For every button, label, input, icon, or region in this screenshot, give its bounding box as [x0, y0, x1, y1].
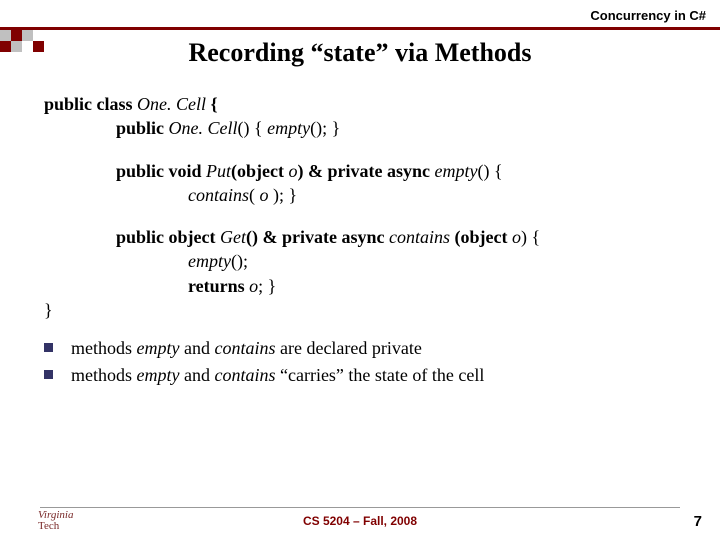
page-title: Recording “state” via Methods: [0, 38, 720, 68]
code-text: o: [512, 227, 521, 247]
code-line: empty();: [44, 249, 684, 273]
code-line: public One. Cell() { empty(); }: [44, 116, 684, 140]
code-text: empty: [435, 161, 478, 181]
code-text: empty: [188, 251, 231, 271]
code-text: (object: [231, 161, 288, 181]
code-line: }: [44, 298, 684, 322]
code-text: (: [249, 185, 260, 205]
code-text: contains: [389, 227, 455, 247]
slide-content: public class One. Cell { public One. Cel…: [44, 92, 684, 389]
code-text: contains: [188, 185, 249, 205]
code-text: () & private async: [246, 227, 389, 247]
code-text: empty: [267, 118, 310, 138]
code-text: Get: [220, 227, 246, 247]
code-text: One. Cell: [169, 118, 238, 138]
code-text: o: [289, 161, 298, 181]
code-text: ();: [231, 251, 248, 271]
code-text: o: [249, 276, 258, 296]
bullet-icon: [44, 343, 53, 352]
list-item: methods empty and contains are declared …: [44, 336, 684, 360]
code-line: public object Get() & private async cont…: [44, 225, 684, 249]
code-text: () {: [238, 118, 268, 138]
header-topic: Concurrency in C#: [590, 8, 706, 23]
code-block: public class One. Cell { public One. Cel…: [44, 92, 684, 322]
code-text: returns: [188, 276, 249, 296]
code-text: (object: [455, 227, 512, 247]
code-text: Put: [206, 161, 231, 181]
code-text: {: [206, 94, 218, 114]
code-text: One. Cell: [137, 94, 206, 114]
code-text: public class: [44, 94, 137, 114]
code-line: public class One. Cell {: [44, 92, 684, 116]
code-text: }: [44, 300, 53, 320]
code-text: public object: [116, 227, 220, 247]
code-line: public void Put(object o) & private asyn…: [44, 159, 684, 183]
code-text: () {: [478, 161, 503, 181]
code-text: (); }: [310, 118, 340, 138]
bullet-icon: [44, 370, 53, 379]
bullet-list: methods empty and contains are declared …: [44, 336, 684, 387]
code-text: public: [116, 118, 169, 138]
code-line: contains( o ); }: [44, 183, 684, 207]
code-text: public void: [116, 161, 206, 181]
code-text: ; }: [258, 276, 276, 296]
code-text: ) {: [521, 227, 540, 247]
bullet-text: methods empty and contains “carries” the…: [71, 363, 484, 387]
header-underline: [0, 27, 720, 30]
code-text: ) & private async: [298, 161, 435, 181]
page-number: 7: [694, 513, 702, 530]
footer-text: CS 5204 – Fall, 2008: [0, 514, 720, 528]
bullet-text: methods empty and contains are declared …: [71, 336, 422, 360]
list-item: methods empty and contains “carries” the…: [44, 363, 684, 387]
code-line: returns o; }: [44, 274, 684, 298]
code-text: ); }: [269, 185, 298, 205]
footer-divider: [40, 507, 680, 508]
code-text: o: [260, 185, 269, 205]
